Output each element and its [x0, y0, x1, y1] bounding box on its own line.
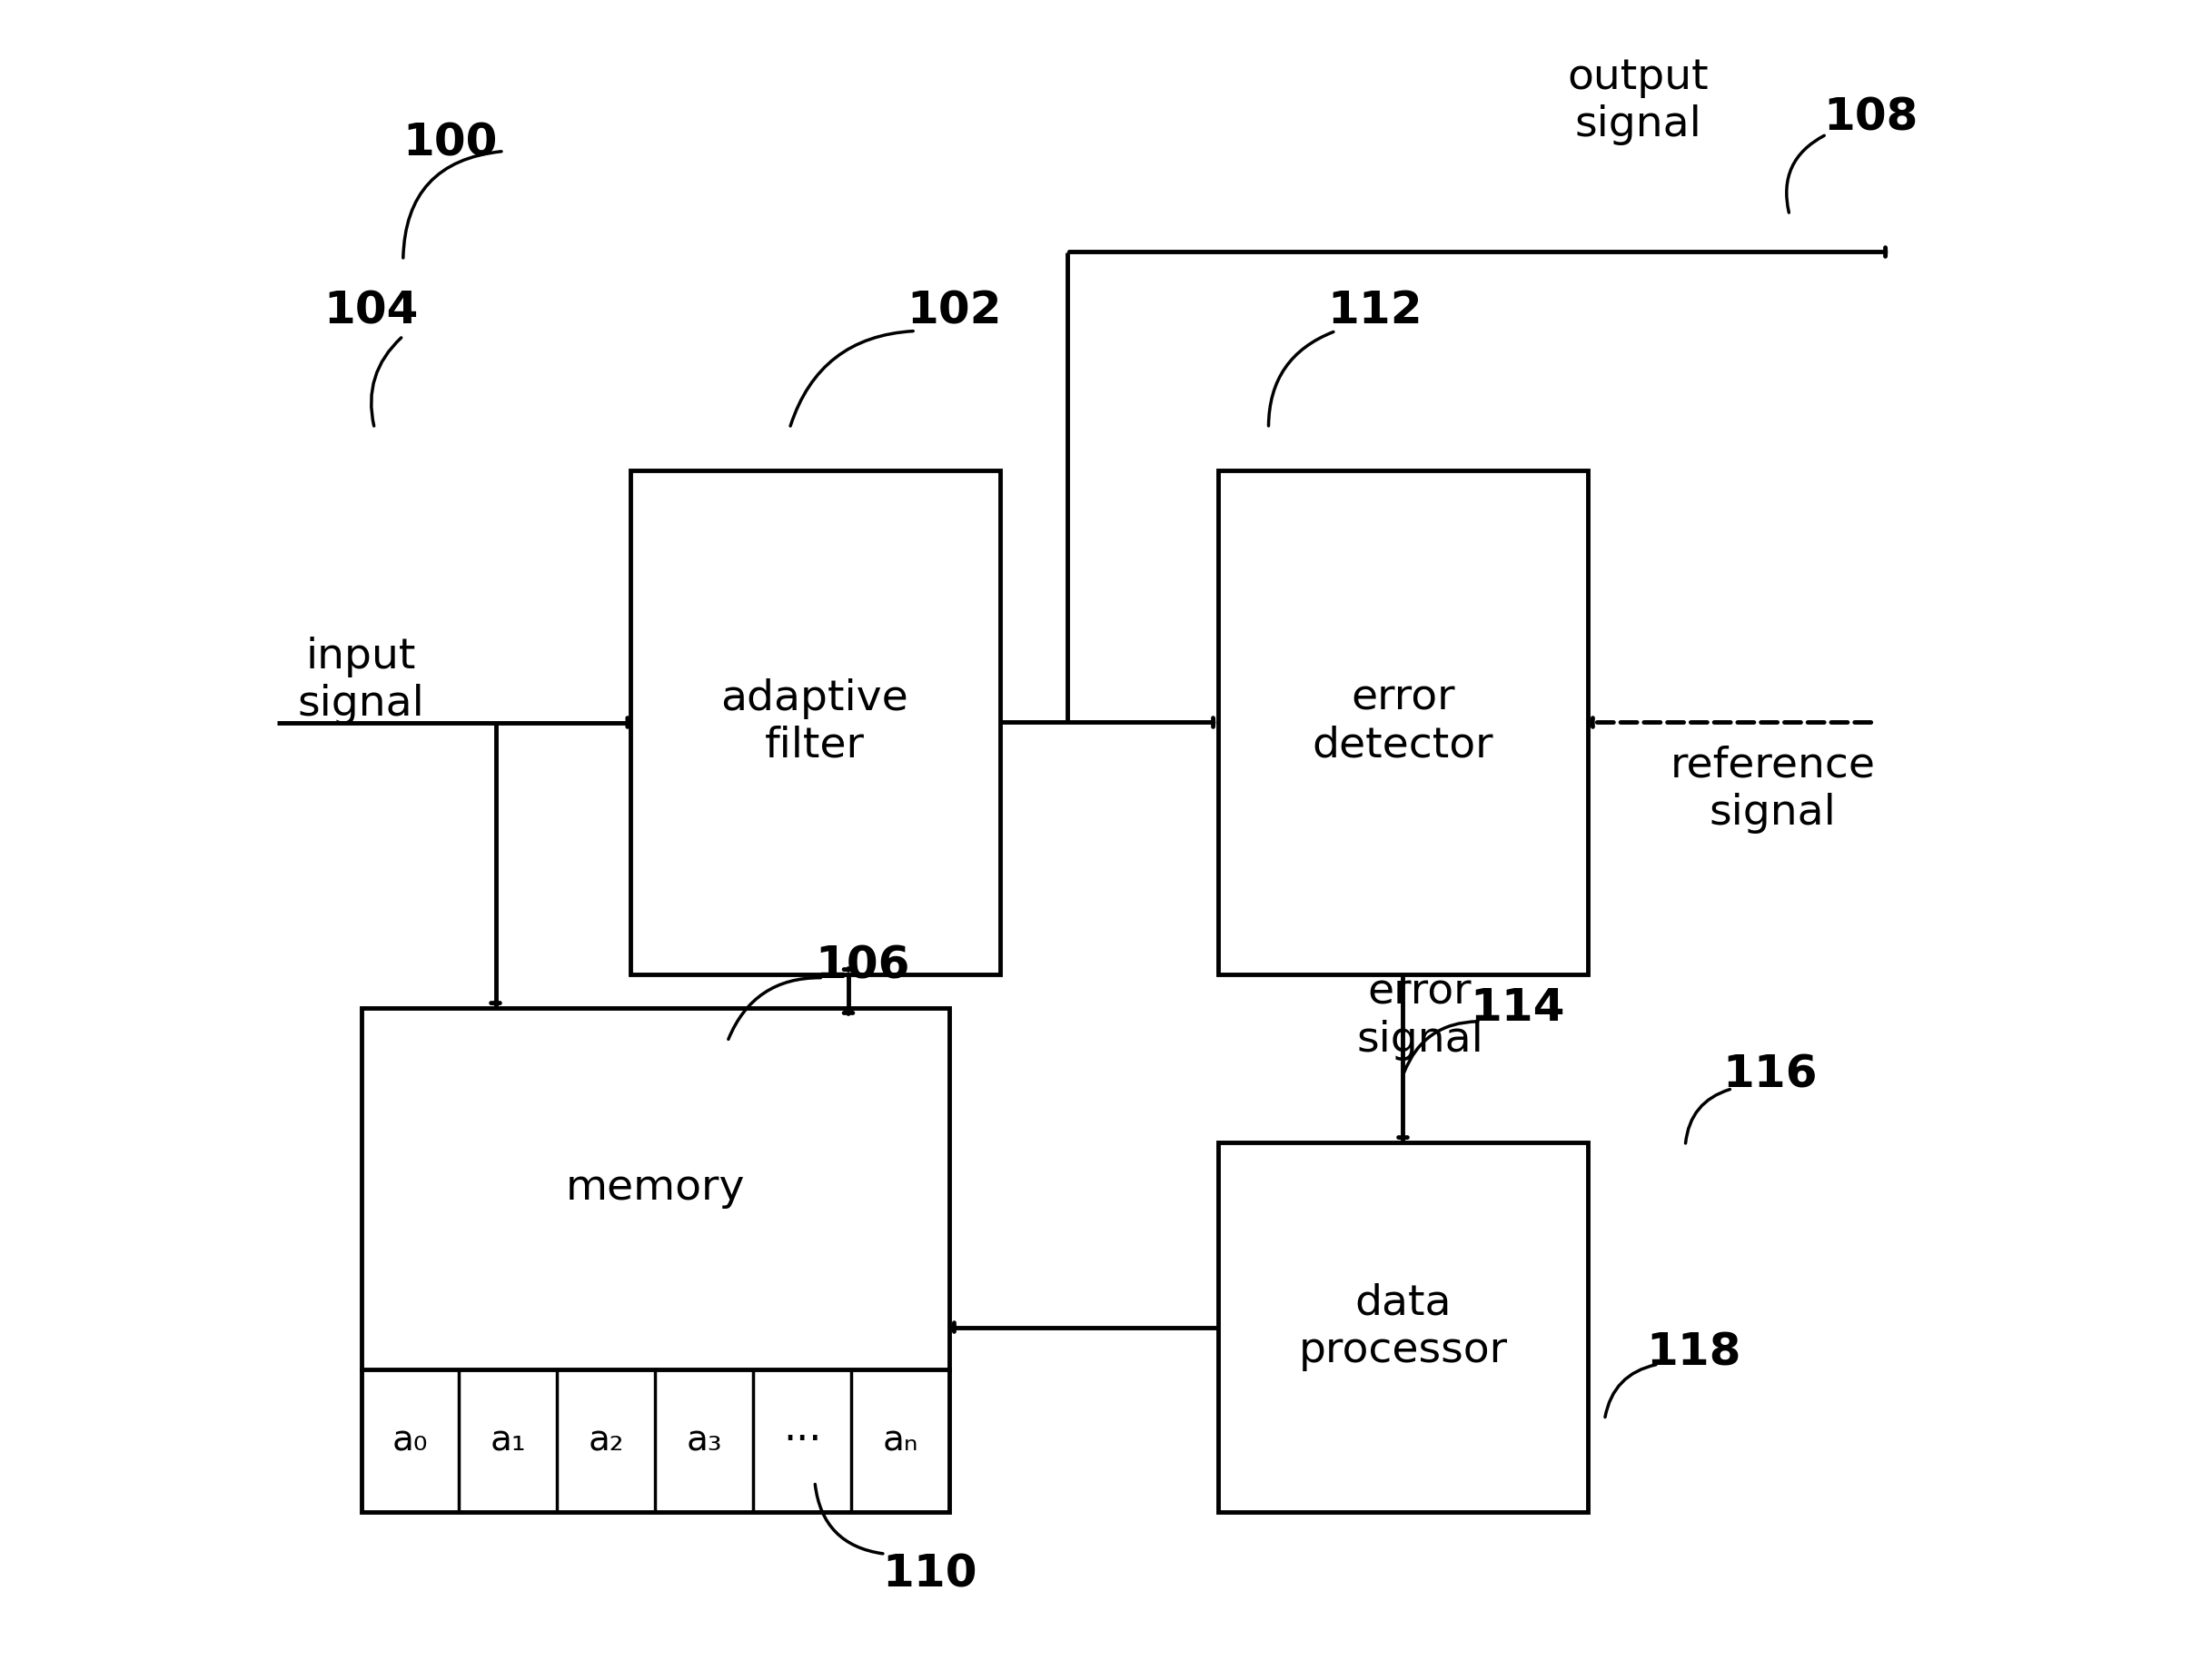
Text: adaptive
filter: adaptive filter — [722, 679, 909, 766]
Text: aₙ: aₙ — [883, 1423, 918, 1458]
Text: memory: memory — [566, 1168, 744, 1210]
Bar — [1217, 470, 1587, 974]
Bar — [629, 470, 999, 974]
Text: 108: 108 — [1822, 96, 1917, 139]
Bar — [361, 1008, 949, 1512]
Text: 110: 110 — [883, 1552, 977, 1596]
Text: input
signal: input signal — [297, 637, 425, 724]
Text: reference
signal: reference signal — [1671, 746, 1875, 833]
Text: 104: 104 — [324, 289, 418, 333]
Text: 112: 112 — [1327, 289, 1422, 333]
Text: output
signal: output signal — [1567, 57, 1708, 144]
Text: 100: 100 — [403, 121, 497, 165]
Text: error
detector: error detector — [1312, 679, 1494, 766]
Text: 102: 102 — [907, 289, 1001, 333]
Text: 116: 116 — [1723, 1053, 1818, 1097]
Text: data
processor: data processor — [1299, 1284, 1508, 1371]
Text: a₁: a₁ — [491, 1423, 526, 1458]
Text: a₀: a₀ — [392, 1423, 427, 1458]
Text: a₂: a₂ — [588, 1423, 625, 1458]
Text: 118: 118 — [1646, 1331, 1741, 1374]
Text: 114: 114 — [1470, 986, 1565, 1030]
Text: a₃: a₃ — [687, 1423, 722, 1458]
Text: ···: ··· — [784, 1421, 821, 1460]
Text: error
signal: error signal — [1356, 973, 1483, 1060]
Text: 106: 106 — [814, 944, 909, 988]
Bar — [1217, 1142, 1587, 1512]
